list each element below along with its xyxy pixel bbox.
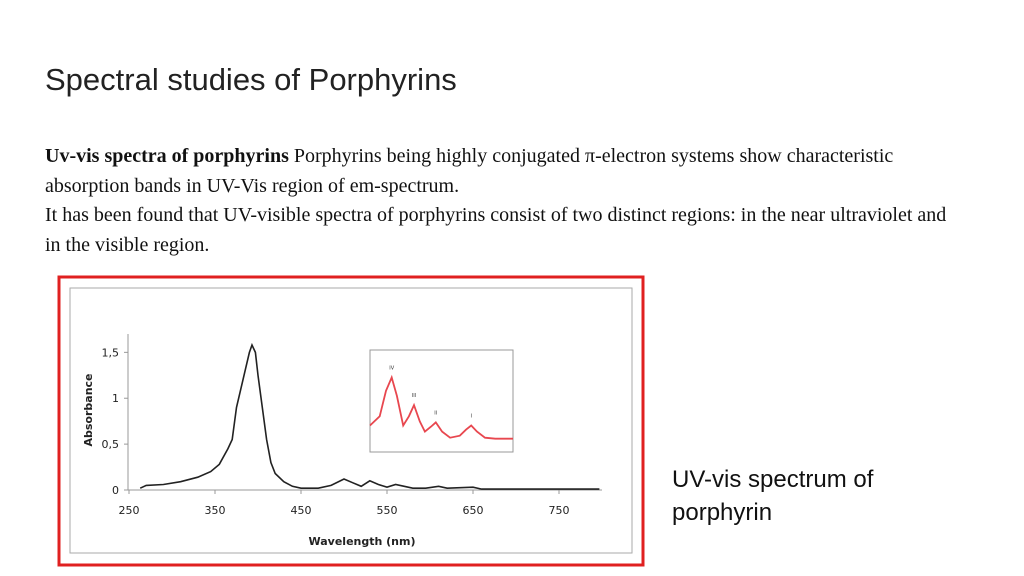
slide-body: Uv-vis spectra of porphyrins Porphyrins … <box>45 142 965 260</box>
paragraph-text: It has been found that UV-visible spectr… <box>45 204 947 256</box>
x-tick-label: 750 <box>549 504 570 517</box>
paragraph: Uv-vis spectra of porphyrins Porphyrins … <box>45 142 965 201</box>
slide-title: Spectral studies of Porphyrins <box>45 62 457 97</box>
spectrum-line <box>139 342 600 490</box>
paragraph-text: Porphyrins being highly conjugated π-ele… <box>45 145 894 197</box>
caption: UV-vis spectrum of porphyrin <box>672 466 874 526</box>
x-tick-label: 250 <box>119 504 140 517</box>
peak-label: I <box>471 413 472 419</box>
y-tick-label: 0,5 <box>102 438 120 451</box>
y-tick-label: 1 <box>112 392 119 405</box>
peak-label: III <box>412 393 416 399</box>
x-tick-label: 650 <box>463 504 484 517</box>
peak-label: IV <box>389 366 394 372</box>
x-tick-label: 350 <box>205 504 226 517</box>
figure-frame <box>57 275 645 567</box>
inset-frame <box>369 349 514 453</box>
paragraph: It has been found that UV-visible spectr… <box>45 201 965 260</box>
lead: Uv-vis spectra of porphyrins <box>45 145 289 167</box>
peak-label: II <box>434 410 437 416</box>
y-tick-label: 0 <box>112 484 119 497</box>
y-tick-label: 1,5 <box>102 346 120 359</box>
chart-frame <box>69 287 633 554</box>
x-tick-label: 550 <box>377 504 398 517</box>
x-tick-label: 450 <box>291 504 312 517</box>
x-axis-label: Wavelength (nm) <box>309 535 416 548</box>
spectrum-line <box>369 374 513 440</box>
y-axis-label: Absorbance <box>82 373 95 446</box>
